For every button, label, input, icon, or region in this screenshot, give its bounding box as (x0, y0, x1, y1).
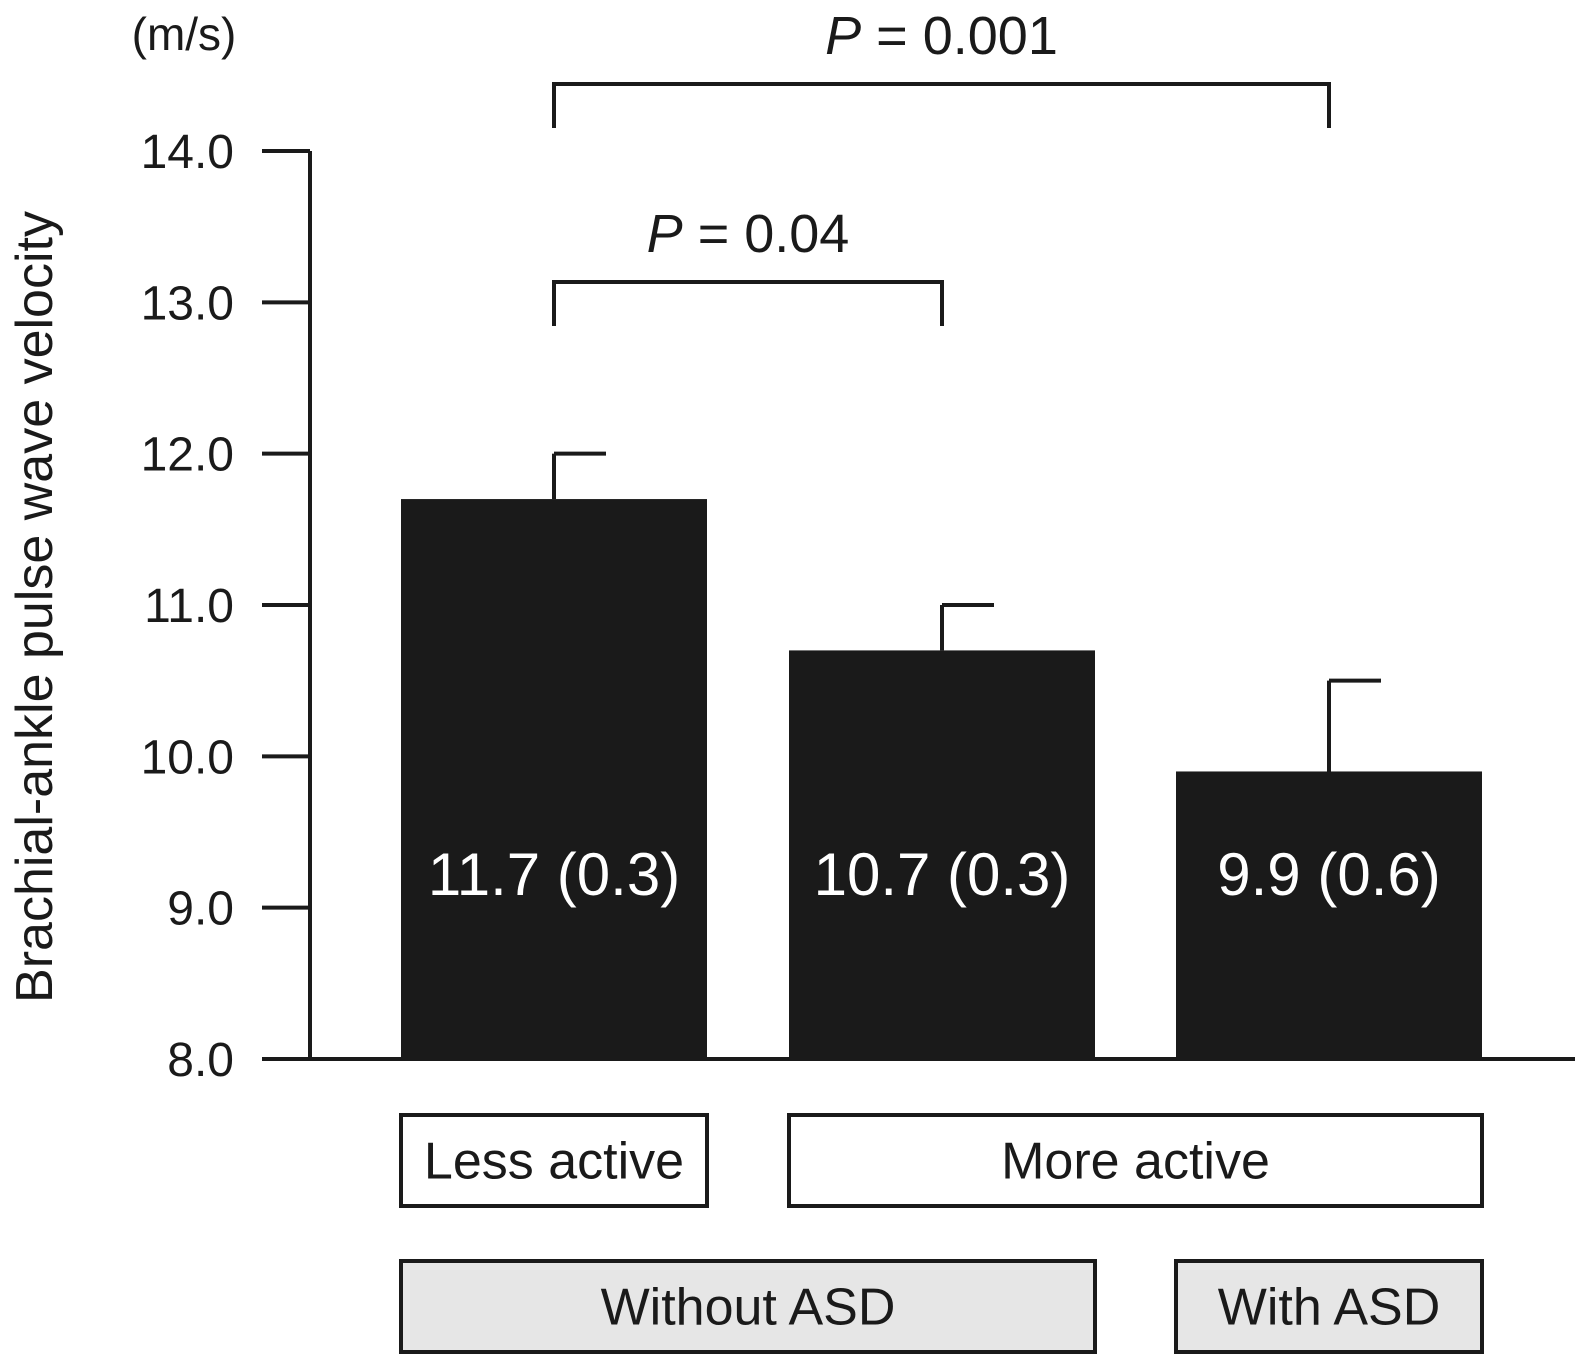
bar-value-label: 10.7 (0.3) (814, 841, 1071, 908)
asd-group-label: With ASD (1218, 1279, 1441, 1337)
activity-group-box (787, 1113, 1484, 1208)
p-symbol: P (647, 204, 683, 264)
significance-bracket (552, 82, 1331, 128)
asd-group-label: Without ASD (601, 1279, 896, 1337)
activity-group-label: More active (1001, 1133, 1270, 1191)
asd-group-box (1174, 1259, 1484, 1354)
bar-value-label: 9.9 (0.6) (1217, 841, 1440, 908)
bar (789, 650, 1095, 1059)
p-value-label: P = 0.001 (825, 6, 1058, 66)
y-axis-label: Brachial-ankle pulse wave velocity (6, 211, 64, 1003)
y-tick-label: 13.0 (141, 277, 234, 330)
y-tick-label: 14.0 (141, 126, 234, 179)
p-value-label: P = 0.04 (647, 204, 850, 264)
significance-bracket (552, 280, 944, 326)
bar-value-label: 11.7 (0.3) (428, 841, 680, 908)
y-axis-unit: (m/s) (132, 8, 237, 60)
p-symbol: P (825, 6, 861, 66)
y-tick-label: 10.0 (141, 731, 234, 784)
y-tick-label: 12.0 (141, 429, 234, 482)
y-axis-ticks: 8.0 9.0 10.0 11.0 12.0 13.0 14.0 (141, 126, 310, 1087)
p-value: = 0.04 (683, 204, 850, 264)
significance-brackets: P = 0.04P = 0.001 (552, 6, 1331, 326)
y-tick-label: 11.0 (144, 580, 234, 633)
bar (1176, 771, 1482, 1059)
activity-group-label: Less active (424, 1133, 684, 1191)
activity-group-box (399, 1113, 709, 1208)
asd-group-box (399, 1259, 1097, 1354)
y-tick-label: 9.0 (167, 883, 234, 936)
group-boxes: Less active More active Without ASD With AS… (399, 1113, 1484, 1354)
bar (401, 499, 707, 1060)
y-tick-label: 8.0 (167, 1034, 234, 1087)
p-value: = 0.001 (861, 6, 1058, 66)
bars: 11.7 (0.3) 10.7 (0.3) 9.9 (0.6) (401, 451, 1482, 1060)
